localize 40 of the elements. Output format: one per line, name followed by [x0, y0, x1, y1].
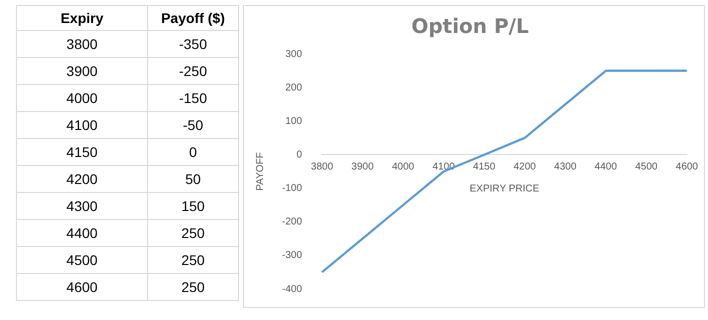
x-tick-label: 3800	[310, 161, 334, 172]
y-tick-label: -300	[282, 250, 302, 262]
text: -150	[148, 84, 238, 112]
text: Expiry	[16, 6, 148, 30]
text: Payoff ($)	[148, 6, 238, 30]
y-tick-label: -400	[282, 284, 302, 295]
text: 4100	[16, 112, 148, 138]
text: 150	[148, 192, 238, 220]
x-axis-title: EXPIRY PRICE	[470, 183, 540, 194]
y-tick-label: -100	[282, 183, 302, 194]
y-tick-label: 200	[285, 82, 302, 94]
y-tick-label: 300	[285, 48, 302, 60]
text: 4300	[16, 192, 148, 220]
text: -350	[148, 30, 238, 58]
text: -50	[148, 112, 238, 138]
x-tick-label: 4200	[514, 161, 536, 172]
x-tick-label: 4150	[473, 161, 496, 172]
chart-title: Option P/L	[411, 14, 529, 38]
x-tick-label: 3900	[351, 161, 374, 172]
y-tick-label: -200	[282, 216, 302, 228]
x-tick-label: 4000	[392, 161, 415, 172]
text: 50	[148, 166, 238, 192]
text: 0	[148, 138, 238, 166]
text: 250	[148, 220, 238, 246]
y-tick-label: 100	[285, 116, 302, 127]
x-tick-label: 4400	[594, 161, 618, 172]
y-axis-title: PAYOFF	[254, 152, 266, 191]
text: -250	[148, 58, 238, 84]
text: 4000	[16, 84, 148, 112]
x-tick-label: 4600	[676, 161, 698, 172]
text: 4500	[16, 246, 148, 274]
x-tick-label: 4500	[635, 161, 658, 172]
text: 3900	[16, 58, 148, 84]
text: 3800	[16, 30, 148, 58]
text: 4400	[16, 220, 148, 246]
x-tick-label: 4300	[554, 161, 577, 172]
text: 250	[148, 274, 238, 300]
y-tick-label: 0	[296, 149, 302, 160]
text: 4600	[16, 274, 148, 300]
text: 250	[148, 246, 238, 274]
